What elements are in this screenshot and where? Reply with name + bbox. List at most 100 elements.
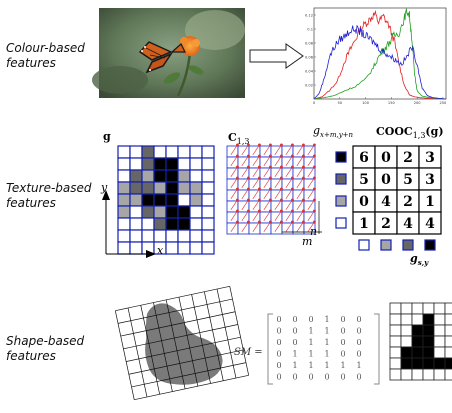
sm-value: 0 xyxy=(356,338,361,347)
binary-cell xyxy=(444,335,452,348)
shape-grid-line xyxy=(134,375,249,401)
sm-value: 0 xyxy=(292,327,297,336)
sm-value: 0 xyxy=(292,315,297,324)
offset-vector xyxy=(241,210,249,221)
c-grid-cell xyxy=(237,222,250,235)
c-grid-cell xyxy=(303,222,316,235)
binary-cell xyxy=(444,324,452,337)
texture-cell xyxy=(165,241,179,255)
texture-cell xyxy=(177,241,191,255)
cooc-value: 1 xyxy=(425,194,435,210)
offset-vector xyxy=(252,221,260,232)
texture-cell xyxy=(141,157,155,171)
offset-vector xyxy=(274,199,282,210)
binary-cell xyxy=(422,368,435,381)
sm-value: 0 xyxy=(308,373,313,382)
binary-cell xyxy=(389,313,402,326)
offset-point xyxy=(269,209,272,213)
texture-cell xyxy=(201,181,215,195)
offset-vector xyxy=(263,188,271,199)
offset-vector xyxy=(241,177,249,188)
sm-value: 1 xyxy=(308,350,313,359)
sm-value: 1 xyxy=(356,361,361,370)
histogram-ytick-label: 0.04 xyxy=(305,70,314,74)
texture-cell xyxy=(129,145,143,159)
binary-cell xyxy=(444,313,452,326)
texture-grid xyxy=(117,145,215,255)
offset-vector xyxy=(307,155,315,166)
sm-value: 1 xyxy=(308,327,313,336)
histogram-xtick-label: 100 xyxy=(362,101,370,105)
offset-point xyxy=(236,187,239,191)
offset-point xyxy=(258,143,261,147)
shape-grid-line xyxy=(117,298,233,324)
gray-level-swatch-row xyxy=(335,173,347,185)
offset-point xyxy=(258,165,261,169)
sm-value: 0 xyxy=(356,373,361,382)
offset-vector xyxy=(307,177,315,188)
offset-vector xyxy=(263,221,271,232)
binary-cell xyxy=(411,335,424,348)
offset-point xyxy=(313,220,316,224)
offset-point xyxy=(280,220,283,224)
binary-cell xyxy=(433,357,446,370)
offset-point xyxy=(247,198,250,202)
texture-cell xyxy=(189,157,203,171)
texture-cell xyxy=(141,145,155,159)
binary-cell xyxy=(433,335,446,348)
offset-vector xyxy=(263,210,271,221)
texture-cell xyxy=(153,181,167,195)
texture-cell xyxy=(177,205,191,219)
offset-vector xyxy=(230,199,238,210)
shape-grid-line xyxy=(153,302,173,392)
offset-point xyxy=(236,154,239,158)
offset-point xyxy=(236,198,239,202)
offset-point xyxy=(236,209,239,213)
texture-cell xyxy=(153,229,167,243)
sm-matrix: 0 0 0 1 0 0 0 0 1 1 0 0 0 0 1 1 0 0 0 1 1 1 0 0 0 1 1 1 1 1 0 0 0 0 0 0 xyxy=(276,315,361,382)
gxy-label: gx+m,y+n xyxy=(313,124,354,139)
offset-point xyxy=(302,143,305,147)
offset-vector xyxy=(285,199,293,210)
c-grid-cell xyxy=(281,222,294,235)
shape-grid-line xyxy=(114,310,135,400)
texture-cell xyxy=(201,205,215,219)
shape-grid-line xyxy=(178,297,199,387)
c-grid-cell xyxy=(270,222,283,235)
texture-cell xyxy=(117,205,131,219)
shape-grid-line xyxy=(128,349,244,375)
offset-point xyxy=(236,220,239,224)
gray-level-swatch-col xyxy=(380,239,392,251)
offset-vector xyxy=(241,166,249,177)
binary-cell xyxy=(389,302,402,315)
offset-vector xyxy=(252,188,260,199)
hollow-right-arrow-icon xyxy=(249,43,304,69)
sm-value: 1 xyxy=(308,361,313,370)
offset-vector xyxy=(296,166,304,177)
offset-vector xyxy=(263,177,271,188)
texture-cell xyxy=(201,169,215,183)
binary-cell xyxy=(422,335,435,348)
offset-vector xyxy=(252,144,260,155)
binary-cell xyxy=(422,346,435,359)
offset-vector xyxy=(285,144,293,155)
offset-point xyxy=(247,209,250,213)
offset-point xyxy=(258,154,261,158)
texture-cell xyxy=(117,217,131,231)
offset-vector xyxy=(274,188,282,199)
binary-cell xyxy=(444,368,452,381)
texture-cell xyxy=(129,217,143,231)
texture-cell xyxy=(165,157,179,171)
texture-cell xyxy=(165,145,179,159)
binary-cell xyxy=(422,313,435,326)
sm-value: 1 xyxy=(292,361,297,370)
sm-value: 0 xyxy=(356,315,361,324)
cooc-value: 2 xyxy=(403,150,413,166)
histogram-xtick-label: 250 xyxy=(439,101,447,105)
offset-vector xyxy=(274,155,282,166)
offset-point xyxy=(313,143,316,147)
texture-cell xyxy=(201,157,215,171)
offset-point xyxy=(313,154,316,158)
cooc-value: 4 xyxy=(381,194,391,210)
offset-point xyxy=(291,176,294,180)
